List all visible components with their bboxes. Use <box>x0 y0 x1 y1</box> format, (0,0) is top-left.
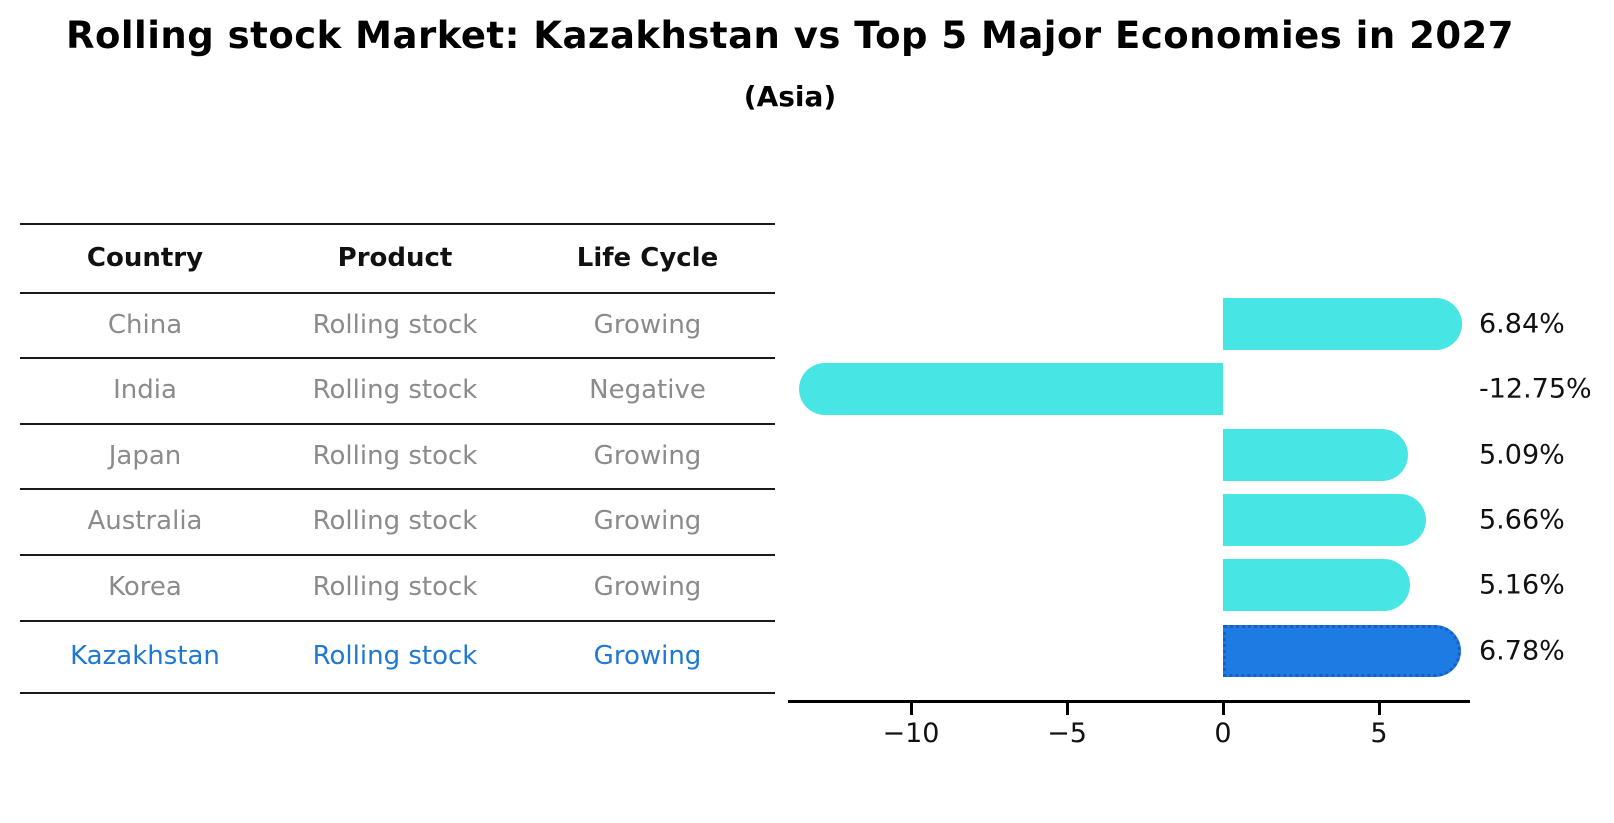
cell-life_cycle: Growing <box>593 506 702 536</box>
cell-life_cycle: Growing <box>593 641 702 671</box>
x-axis-tick-label: −5 <box>1047 718 1087 749</box>
column-header-life_cycle: Life Cycle <box>576 242 719 273</box>
table-rule-line <box>20 423 775 425</box>
bar-value-label: 5.09% <box>1479 439 1565 471</box>
x-axis-tick-label: −10 <box>882 718 940 749</box>
cell-country: Kazakhstan <box>70 641 220 671</box>
bar-kazakhstan <box>1223 624 1461 677</box>
cell-country: Australia <box>87 506 203 536</box>
bar-value-label: 5.66% <box>1479 504 1565 536</box>
bar-india <box>799 363 1223 416</box>
chart-title: Rolling stock Market: Kazakhstan vs Top … <box>65 14 1515 57</box>
bar-china <box>1223 298 1463 350</box>
x-axis-tick-label: 0 <box>1214 718 1232 749</box>
column-header-country: Country <box>86 242 204 273</box>
cell-life_cycle: Growing <box>593 572 702 602</box>
bar-value-label: -12.75% <box>1479 373 1592 405</box>
cell-product: Rolling stock <box>312 375 478 405</box>
cell-country: China <box>107 309 183 340</box>
cell-life_cycle: Negative <box>589 375 706 405</box>
table-rule-line <box>20 488 775 490</box>
bar-value-label: 5.16% <box>1479 569 1565 601</box>
cell-life_cycle: Growing <box>593 440 702 471</box>
x-axis-tick-label: 5 <box>1370 718 1388 749</box>
x-axis-tick <box>1065 703 1069 715</box>
table-rule-line <box>20 292 775 294</box>
cell-life_cycle: Growing <box>593 309 702 340</box>
bar-japan <box>1223 428 1408 481</box>
cell-country: India <box>113 375 177 405</box>
table-rule-line <box>20 692 775 694</box>
table-rule-line <box>20 357 775 359</box>
bar-korea <box>1223 559 1410 612</box>
cell-product: Rolling stock <box>312 572 478 602</box>
table-rule-line <box>20 554 775 556</box>
cell-product: Rolling stock <box>312 641 478 671</box>
cell-product: Rolling stock <box>312 309 478 340</box>
cell-country: Korea <box>108 572 182 602</box>
x-axis-tick <box>1377 703 1381 715</box>
cell-product: Rolling stock <box>312 506 478 536</box>
x-axis <box>788 700 1470 703</box>
bar-australia <box>1223 493 1426 546</box>
x-axis-tick <box>909 703 913 715</box>
cell-country: Japan <box>108 440 182 471</box>
bar-value-label: 6.84% <box>1479 308 1565 340</box>
table-rule-line <box>20 620 775 622</box>
x-axis-tick <box>1221 703 1225 715</box>
chart-subtitle: (Asia) <box>743 80 837 113</box>
cell-product: Rolling stock <box>312 440 478 471</box>
bar-value-label: 6.78% <box>1479 635 1565 666</box>
column-header-product: Product <box>337 242 453 273</box>
table-rule-line <box>20 223 775 225</box>
